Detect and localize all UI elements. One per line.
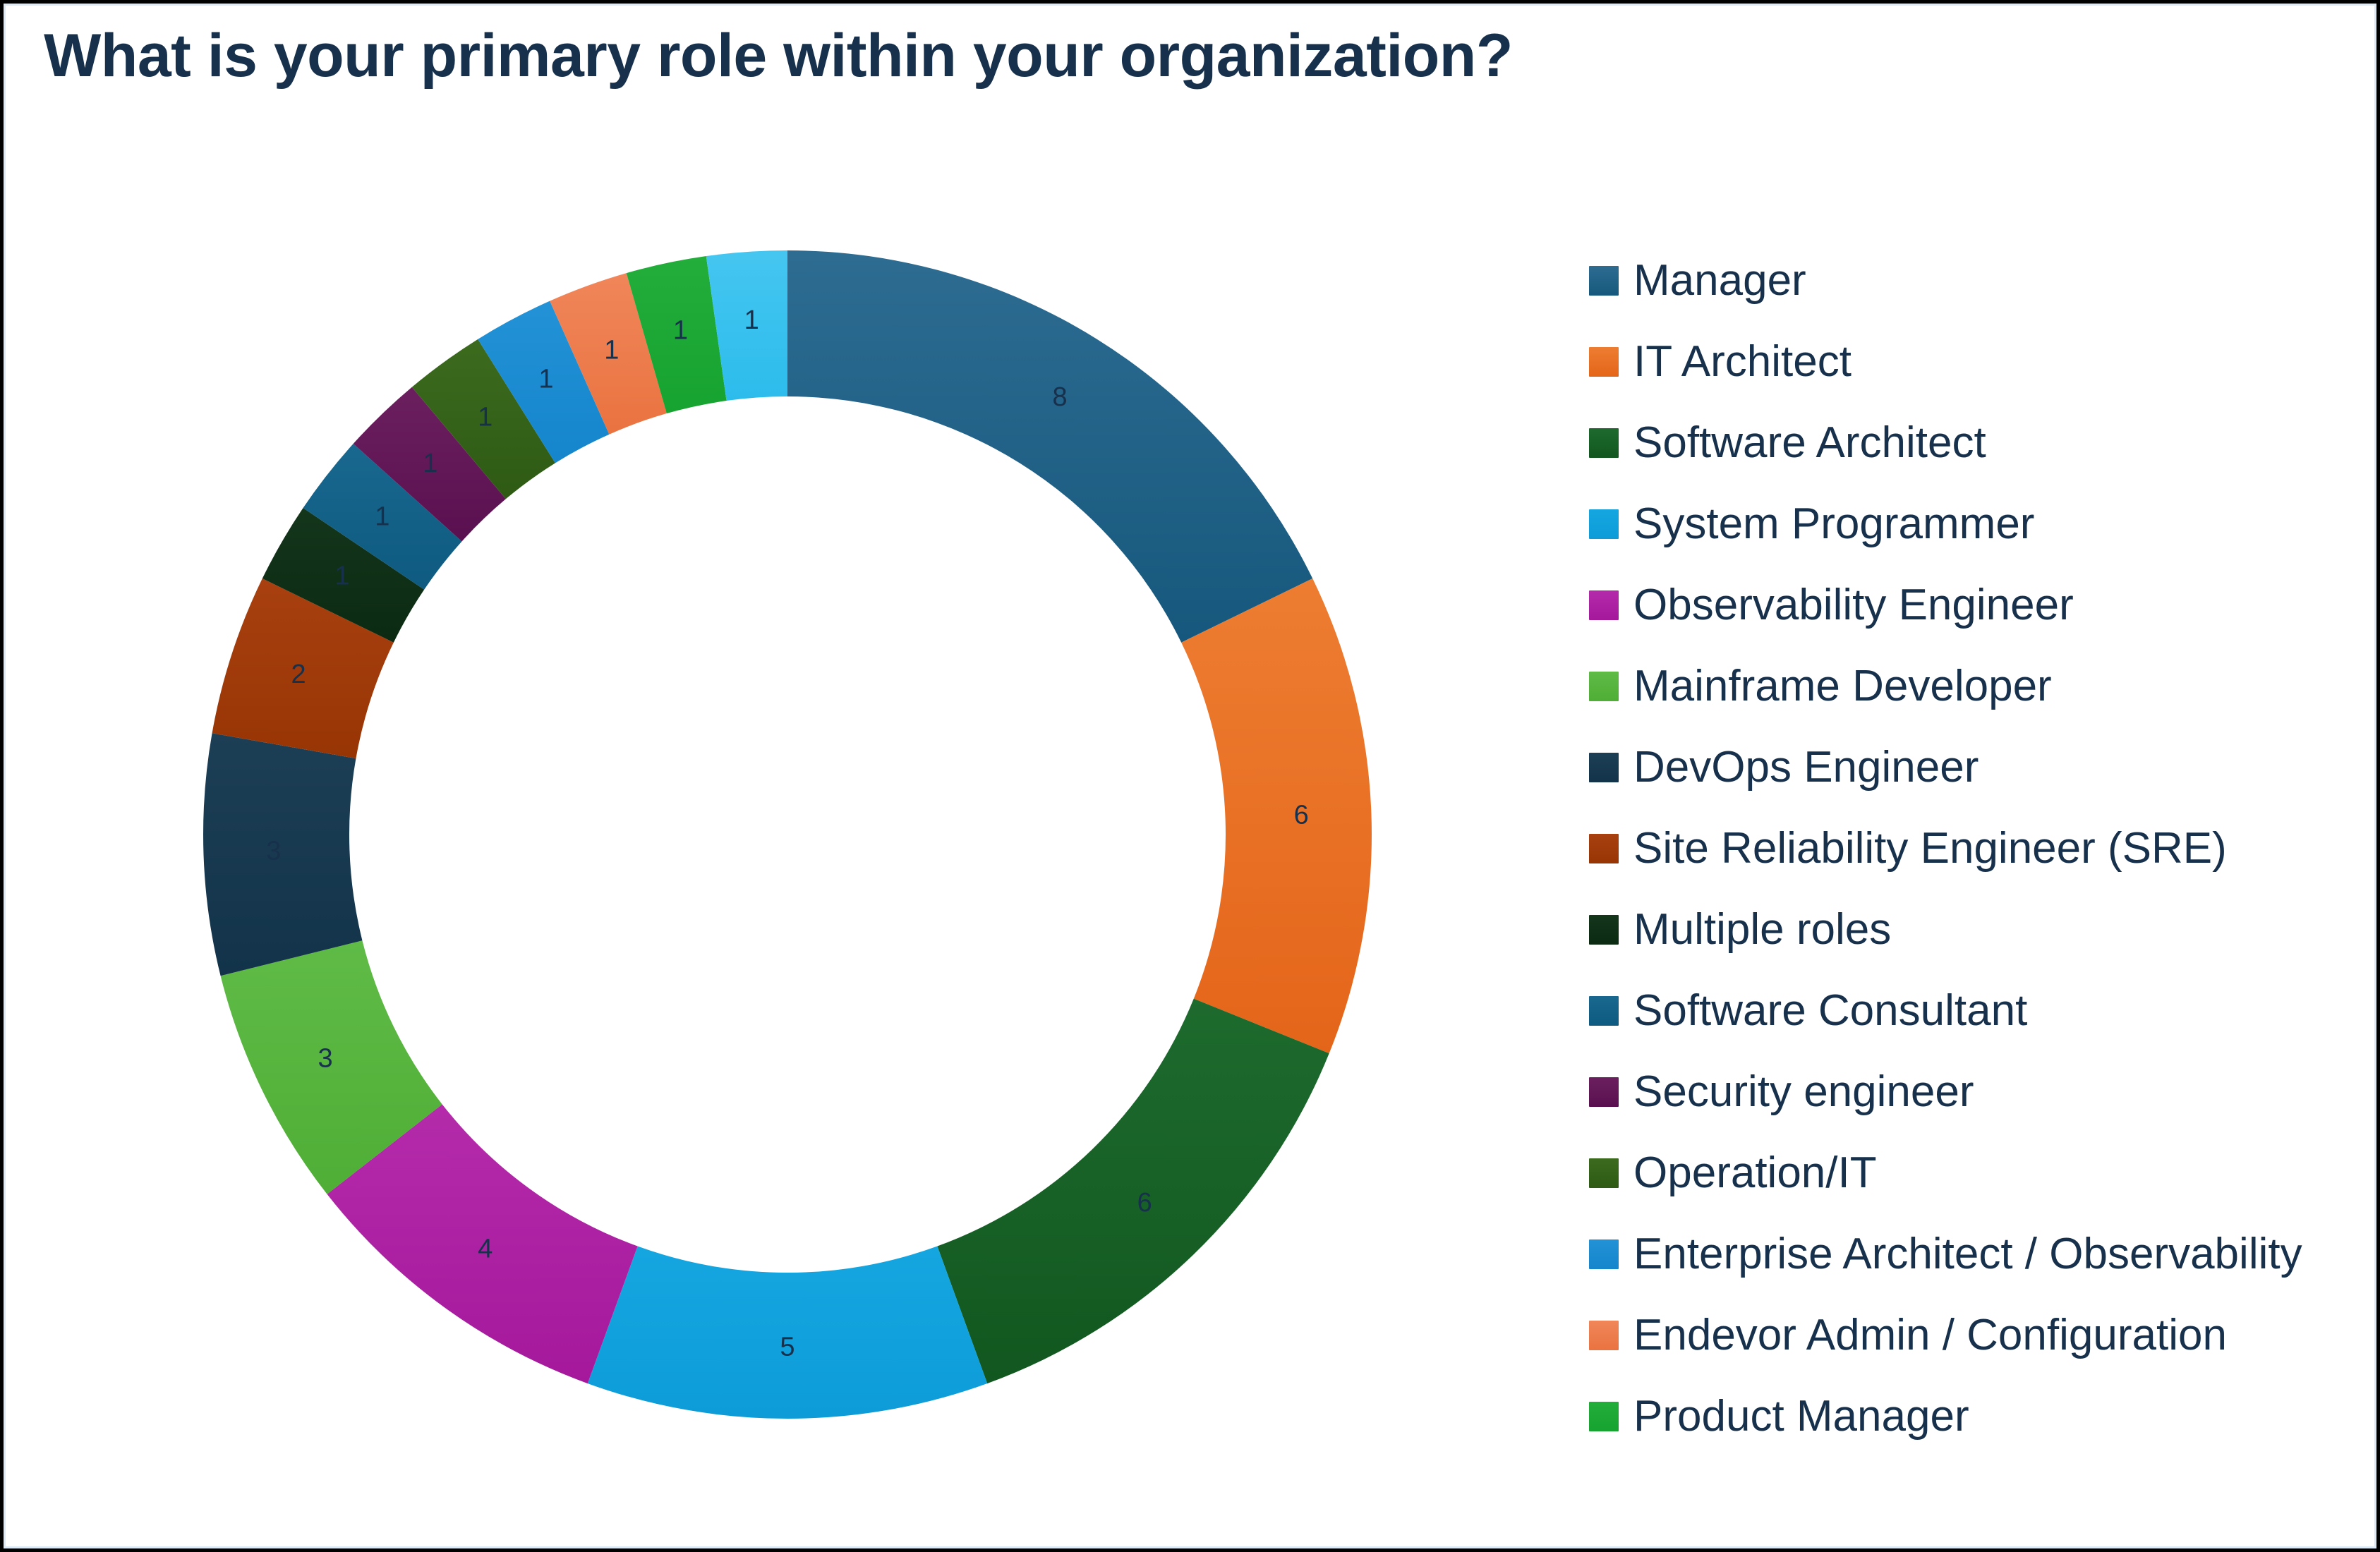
slice-value-label: 8 xyxy=(1053,382,1068,412)
donut-slice[interactable] xyxy=(587,1246,988,1419)
donut-slice[interactable] xyxy=(327,1104,638,1384)
legend-item-label: Product Manager xyxy=(1633,1391,1969,1441)
donut-slice[interactable] xyxy=(478,301,610,463)
legend-item-label: Enterprise Architect / Observability xyxy=(1633,1229,2302,1278)
slice-value-label: 1 xyxy=(604,335,619,365)
donut-slice[interactable] xyxy=(787,250,1313,643)
legend-item[interactable]: IT Architect xyxy=(1589,321,2365,402)
legend-item[interactable]: Product Manager xyxy=(1589,1376,2365,1457)
donut-slice[interactable] xyxy=(220,940,442,1194)
donut-slice[interactable] xyxy=(626,256,727,414)
legend-item-label: Endevor Admin / Configuration xyxy=(1633,1310,2227,1359)
legend-item[interactable]: Observability Engineer xyxy=(1589,564,2365,645)
donut-slice[interactable] xyxy=(212,578,394,759)
legend-item[interactable]: Site Reliability Engineer (SRE) xyxy=(1589,808,2365,889)
legend-item-label: Manager xyxy=(1633,255,1806,305)
legend-item-label: IT Architect xyxy=(1633,337,1852,386)
legend-item-label: Security engineer xyxy=(1633,1067,1974,1116)
legend-swatch-icon xyxy=(1589,265,1619,296)
legend-item-label: System Programmer xyxy=(1633,499,2035,548)
slice-value-label: 4 xyxy=(478,1235,493,1264)
donut-slice[interactable] xyxy=(937,998,1329,1384)
slice-value-label: 5 xyxy=(780,1333,795,1362)
donut-slice[interactable] xyxy=(706,250,787,401)
slice-value-label: 6 xyxy=(1137,1188,1152,1218)
slice-value-label: 1 xyxy=(478,403,493,432)
legend-swatch-icon xyxy=(1589,995,1619,1026)
legend-item[interactable]: Multiple roles xyxy=(1589,889,2365,970)
page-title: What is your primary role within your or… xyxy=(44,22,1513,90)
slice-value-label: 3 xyxy=(266,836,281,866)
donut-slice[interactable] xyxy=(203,733,363,976)
legend-item[interactable]: Mainframe Developer xyxy=(1589,645,2365,727)
legend-swatch-icon xyxy=(1589,1320,1619,1350)
slice-value-label: 1 xyxy=(673,315,688,345)
donut-slice[interactable] xyxy=(1181,578,1372,1054)
legend-swatch-icon xyxy=(1589,833,1619,863)
legend-item-label: DevOps Engineer xyxy=(1633,742,1979,792)
slice-value-label: 1 xyxy=(538,365,553,394)
legend-item-label: Multiple roles xyxy=(1633,904,1892,954)
donut-slice[interactable] xyxy=(550,273,667,435)
legend-item[interactable]: Endevor Admin / Configuration xyxy=(1589,1295,2365,1376)
donut-slice[interactable] xyxy=(411,339,555,499)
legend-swatch-icon xyxy=(1589,509,1619,539)
legend-swatch-icon xyxy=(1589,1077,1619,1107)
slice-value-label: 1 xyxy=(423,449,437,478)
legend-item[interactable]: Security engineer xyxy=(1589,1051,2365,1132)
legend-item-label: Site Reliability Engineer (SRE) xyxy=(1633,823,2227,873)
slice-value-label: 1 xyxy=(375,502,389,531)
slice-value-label: 2 xyxy=(291,660,306,689)
legend-item-label: Software Consultant xyxy=(1633,986,2028,1035)
legend-swatch-icon xyxy=(1589,1239,1619,1269)
legend-item-label: Observability Engineer xyxy=(1633,580,2074,629)
legend-item-label: Operation/IT xyxy=(1633,1148,1877,1197)
legend-item[interactable]: Software Architect xyxy=(1589,402,2365,483)
legend-item[interactable]: System Programmer xyxy=(1589,483,2365,564)
legend-item[interactable]: Operation/IT xyxy=(1589,1132,2365,1213)
slice-value-label: 6 xyxy=(1294,801,1309,830)
donut-slice[interactable] xyxy=(353,387,506,542)
legend-swatch-icon xyxy=(1589,752,1619,782)
slice-value-label: 1 xyxy=(744,305,759,335)
legend-swatch-icon xyxy=(1589,590,1619,620)
donut-slice[interactable] xyxy=(262,507,425,643)
legend-item[interactable]: DevOps Engineer xyxy=(1589,727,2365,808)
legend: Manager IT Architect Software Architect Sys… xyxy=(1589,240,2365,1457)
legend-item[interactable]: Enterprise Architect / Observability xyxy=(1589,1213,2365,1295)
donut-slice-labels: 8 6 6 5 4 3 3 2 1 1 1 1 1 1 1 1 xyxy=(266,305,1309,1362)
legend-item-label: Mainframe Developer xyxy=(1633,661,2052,710)
donut-slices xyxy=(203,250,1372,1419)
legend-item-label: Software Architect xyxy=(1633,418,1986,467)
legend-swatch-icon xyxy=(1589,1401,1619,1431)
donut-chart: 8 6 6 5 4 3 3 2 1 1 1 1 1 1 1 1 xyxy=(195,242,1380,1427)
legend-swatch-icon xyxy=(1589,914,1619,945)
legend-swatch-icon xyxy=(1589,671,1619,701)
legend-swatch-icon xyxy=(1589,1158,1619,1188)
slice-value-label: 1 xyxy=(334,562,349,591)
legend-item[interactable]: Software Consultant xyxy=(1589,970,2365,1051)
legend-swatch-icon xyxy=(1589,428,1619,458)
donut-slice[interactable] xyxy=(303,443,462,590)
donut-svg: 8 6 6 5 4 3 3 2 1 1 1 1 1 1 1 1 xyxy=(203,250,1372,1419)
chart-frame: What is your primary role within your or… xyxy=(4,4,2376,1548)
slice-value-label: 3 xyxy=(318,1043,333,1073)
legend-item[interactable]: Manager xyxy=(1589,240,2365,321)
legend-swatch-icon xyxy=(1589,346,1619,377)
